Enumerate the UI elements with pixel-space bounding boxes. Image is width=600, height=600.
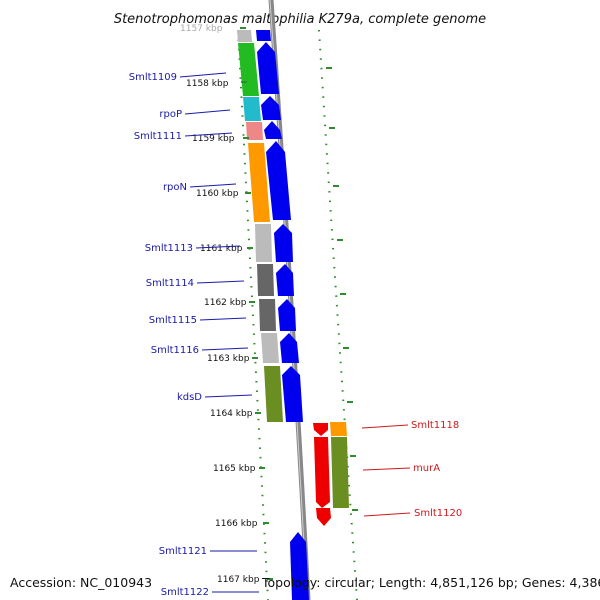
cog-block-smlt1116[interactable] (261, 333, 279, 363)
cds-arrow-1108 (256, 30, 271, 41)
cog-block-mura[interactable] (331, 437, 349, 508)
kbp-labels: 1157 kbp 1158 kbp 1159 kbp 1160 kbp 1161… (180, 24, 260, 585)
cds-arrow-smlt1111[interactable] (264, 121, 282, 139)
kbp-label: 1161 kbp (200, 244, 243, 254)
forward-label-lines (179, 72, 259, 593)
kbp-label: 1167 kbp (217, 575, 260, 585)
cds-arrow-smlt1118[interactable] (313, 423, 328, 436)
outer-dotted-track (318, 29, 358, 600)
kbp-label: 1159 kbp (192, 134, 235, 144)
kbp-label: 1166 kbp (215, 519, 258, 529)
gene-label-rpon[interactable]: rpoN (163, 182, 187, 193)
kbp-label: 1164 kbp (210, 409, 253, 419)
kbp-label: 1160 kbp (196, 189, 239, 199)
cog-block-smlt1113[interactable] (255, 224, 272, 262)
cds-arrow-smlt1109[interactable] (257, 42, 279, 94)
reverse-label-lines (361, 424, 411, 517)
map-title: Stenotrophomonas maltophilia K279a, comp… (114, 12, 486, 27)
forward-gene-labels: Smlt1109 rpoP Smlt1111 rpoN Smlt1113 Sml… (129, 72, 209, 598)
forward-cds-arrows (256, 30, 309, 600)
gene-label-smlt1113[interactable]: Smlt1113 (145, 243, 193, 254)
cog-block-smlt1118[interactable] (330, 422, 347, 436)
cds-arrow-smlt1121[interactable] (290, 532, 309, 600)
kbp-label: 1162 kbp (204, 298, 247, 308)
cog-block-rpop[interactable] (243, 97, 261, 121)
gene-label-kdsd[interactable]: kdsD (177, 392, 202, 403)
gene-label-mura[interactable]: murA (413, 463, 440, 474)
cog-block-smlt1115[interactable] (259, 299, 276, 331)
gene-label-smlt1121[interactable]: Smlt1121 (159, 546, 207, 557)
cog-block-smlt1114[interactable] (257, 264, 274, 296)
gene-label-smlt1120[interactable]: Smlt1120 (414, 508, 462, 519)
cds-arrow-smlt1115[interactable] (278, 299, 296, 331)
gene-label-rpop[interactable]: rpoP (159, 109, 182, 120)
kbp-label: 1163 kbp (207, 354, 250, 364)
gene-label-smlt1118[interactable]: Smlt1118 (411, 420, 459, 431)
cds-arrow-mura[interactable] (314, 437, 330, 508)
gene-label-smlt1116[interactable]: Smlt1116 (151, 345, 199, 356)
gene-label-smlt1114[interactable]: Smlt1114 (146, 278, 194, 289)
inner-dotted-track (237, 29, 269, 600)
cds-arrow-rpop[interactable] (261, 96, 281, 120)
cds-arrow-smlt1114[interactable] (276, 264, 294, 296)
accession-text: Accession: NC_010943 (10, 575, 153, 590)
topology-text: Topology: circular; Length: 4,851,126 bp… (262, 575, 600, 590)
cds-arrow-smlt1116[interactable] (280, 333, 299, 363)
cog-block-rpon[interactable] (248, 143, 270, 222)
kbp-label: 1157 kbp (180, 24, 223, 34)
gene-label-smlt1115[interactable]: Smlt1115 (149, 315, 197, 326)
cog-block-1108 (237, 30, 252, 42)
cog-block-kdsd[interactable] (264, 366, 283, 422)
gene-label-smlt1109[interactable]: Smlt1109 (129, 72, 177, 83)
cds-arrow-smlt1113[interactable] (274, 224, 293, 262)
cds-arrow-smlt1120[interactable] (316, 508, 331, 526)
kbp-ticks (240, 27, 273, 580)
kbp-label: 1165 kbp (213, 464, 256, 474)
gene-label-smlt1111[interactable]: Smlt1111 (134, 131, 182, 142)
kbp-label: 1158 kbp (186, 79, 229, 89)
cds-arrow-kdsd[interactable] (282, 366, 303, 422)
reverse-gene-labels: Smlt1118 murA Smlt1120 (411, 420, 462, 519)
cog-blocks (237, 30, 349, 508)
cds-arrow-rpon[interactable] (266, 141, 291, 220)
gene-label-smlt1122[interactable]: Smlt1122 (161, 587, 209, 598)
cog-block-smlt1109[interactable] (238, 43, 259, 96)
cog-block-smlt1111[interactable] (246, 122, 263, 140)
outer-tick-dashes (326, 67, 358, 511)
reverse-cds-arrows (313, 423, 331, 526)
